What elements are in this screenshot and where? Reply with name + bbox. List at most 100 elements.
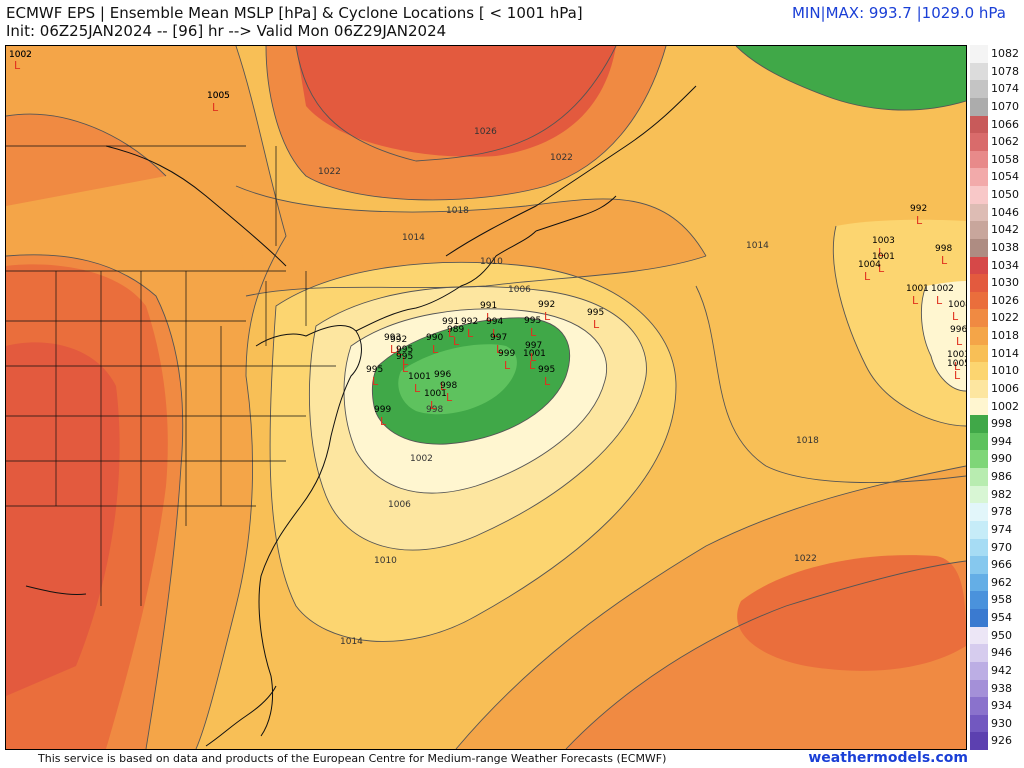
- svg-text:L: L: [453, 335, 460, 348]
- colorbar-swatch: [970, 432, 988, 451]
- colorbar-level: 1046: [970, 203, 1020, 222]
- svg-text:997: 997: [490, 333, 507, 343]
- svg-text:992: 992: [461, 317, 478, 327]
- colorbar-level: 958: [970, 591, 1020, 609]
- colorbar-swatch: [970, 203, 988, 222]
- colorbar-label: 978: [991, 505, 1012, 519]
- colorbar-swatch: [970, 661, 988, 680]
- svg-text:1001: 1001: [523, 349, 546, 359]
- colorbar-label: 1054: [991, 170, 1019, 184]
- low-pressure-area-east-inner: [921, 281, 966, 391]
- isobar-label: 1018: [446, 206, 469, 216]
- colorbar-level: 966: [970, 556, 1020, 574]
- svg-text:1005: 1005: [947, 359, 966, 369]
- svg-text:998: 998: [440, 381, 457, 391]
- isobar-label: 1006: [508, 285, 531, 295]
- colorbar-level: 1062: [970, 133, 1020, 151]
- colorbar-label: 942: [991, 663, 1012, 677]
- colorbar-swatch: [970, 714, 988, 733]
- isobar-label: 1010: [480, 257, 503, 267]
- svg-text:999: 999: [498, 349, 515, 359]
- isobar-label: 1002: [410, 454, 433, 464]
- cyclone-core-994: [398, 344, 517, 415]
- svg-text:992: 992: [910, 204, 927, 214]
- colorbar-label: 1082: [991, 47, 1019, 60]
- colorbar-swatch: [970, 520, 988, 539]
- colorbar-swatch: [970, 327, 988, 345]
- brand-link[interactable]: weathermodels.com: [808, 750, 968, 766]
- svg-text:L: L: [448, 327, 455, 340]
- colorbar-swatch: [970, 679, 988, 698]
- svg-text:L: L: [414, 382, 421, 395]
- isobar-label: 1022: [550, 153, 573, 163]
- svg-text:991: 991: [442, 317, 459, 327]
- svg-text:992: 992: [390, 335, 407, 345]
- svg-text:L: L: [544, 375, 551, 388]
- svg-text:996: 996: [950, 325, 966, 335]
- svg-text:1001: 1001: [906, 284, 929, 294]
- colorbar-label: 1046: [991, 205, 1019, 219]
- colorbar-label: 1006: [991, 381, 1019, 395]
- colorbar-level: 1030: [970, 274, 1020, 292]
- colorbar-label: 1038: [991, 240, 1019, 254]
- colorbar-label: 962: [991, 575, 1012, 589]
- colorbar-level: 930: [970, 714, 1020, 733]
- colorbar-swatch: [970, 238, 988, 257]
- svg-text:L: L: [916, 214, 923, 227]
- svg-text:1008: 1008: [948, 300, 966, 310]
- coastlines: [25, 85, 697, 747]
- svg-text:997: 997: [525, 341, 542, 351]
- colorbar-label: 1022: [991, 311, 1019, 325]
- svg-text:L: L: [380, 415, 387, 428]
- colorbar-swatch: [970, 644, 988, 662]
- svg-text:993: 993: [384, 333, 401, 343]
- colorbar-level: 1018: [970, 327, 1020, 345]
- svg-text:L: L: [446, 391, 453, 404]
- svg-text:1002: 1002: [9, 50, 32, 60]
- colorbar-swatch: [970, 503, 988, 521]
- colorbar-swatch: [970, 186, 988, 204]
- svg-text:990: 990: [426, 333, 443, 343]
- svg-text:991: 991: [480, 301, 497, 311]
- svg-text:995: 995: [538, 365, 555, 375]
- colorbar-swatch: [970, 344, 988, 363]
- colorbar-level: 942: [970, 661, 1020, 680]
- colorbar-level: 946: [970, 644, 1020, 662]
- colorbar-label: 1010: [991, 364, 1019, 378]
- colorbar-swatch: [970, 221, 988, 239]
- colorbar-swatch: [970, 309, 988, 327]
- svg-text:L: L: [432, 343, 439, 356]
- high-pressure-area-northwest: [6, 114, 166, 206]
- isobar-label: 1005: [207, 91, 230, 101]
- colorbar-label: 1070: [991, 99, 1019, 113]
- colorbar-label: 938: [991, 681, 1012, 695]
- colorbar-swatch: [970, 291, 988, 310]
- isobar-label: 998: [426, 405, 443, 415]
- svg-text:995: 995: [396, 352, 413, 362]
- colorbar-level: 1014: [970, 344, 1020, 363]
- colorbar-swatch: [970, 732, 988, 750]
- svg-text:L: L: [440, 380, 447, 393]
- isobar-label: 1018: [796, 436, 819, 446]
- svg-text:994: 994: [486, 317, 503, 327]
- colorbar-label: 946: [991, 646, 1012, 660]
- colorbar-level: 1054: [970, 168, 1020, 186]
- min-max-readout: MIN|MAX: 993.7 |1029.0 hPa: [791, 4, 1006, 22]
- svg-text:L: L: [372, 375, 379, 388]
- colorbar-label: 954: [991, 611, 1012, 624]
- colorbar-label: 1078: [991, 64, 1019, 78]
- svg-text:995: 995: [396, 345, 413, 355]
- colorbar-level: 954: [970, 609, 1020, 627]
